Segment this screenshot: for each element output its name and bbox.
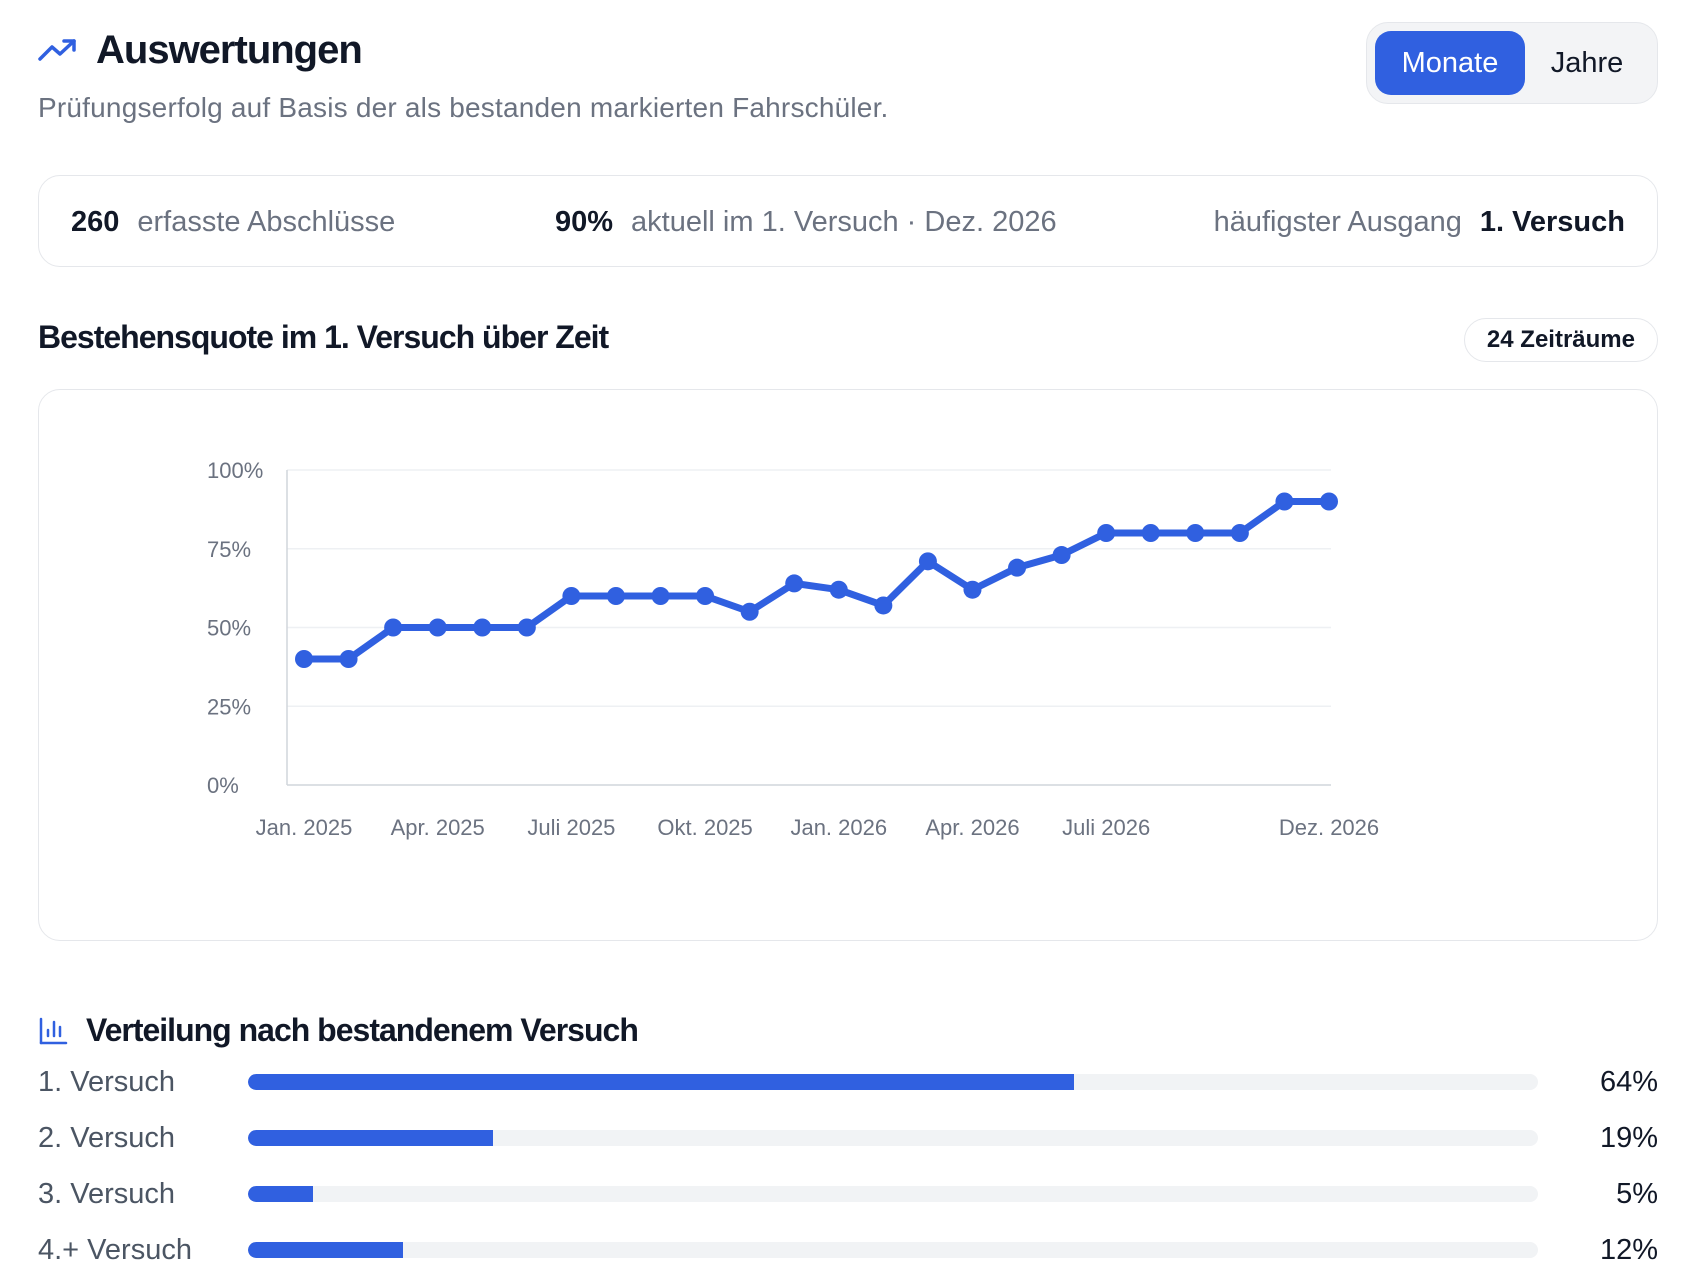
data-point (339, 650, 358, 668)
x-tick-label: Jan. 2026 (790, 815, 887, 840)
header-title-row: Auswertungen (38, 22, 1658, 78)
chart-section-title: Bestehensquote im 1. Versuch über Zeit (38, 319, 609, 355)
distribution-label: 4.+ Versuch (38, 1234, 192, 1266)
y-tick-label: 75% (207, 537, 251, 562)
data-point (829, 580, 848, 599)
x-tick-label: Okt. 2025 (657, 815, 752, 840)
distribution-fill (248, 1242, 403, 1258)
distribution-row-2: 2. Versuch 19% (38, 1118, 1658, 1158)
distribution-row-4: 4.+ Versuch 12% (38, 1230, 1658, 1270)
data-point (295, 650, 313, 668)
distribution-percent: 5% (1616, 1178, 1658, 1210)
distribution-track (248, 1186, 1538, 1202)
y-tick-label: 25% (207, 694, 251, 719)
distribution-track (248, 1074, 1538, 1090)
data-point (963, 580, 982, 599)
data-point (384, 618, 403, 637)
data-point (1320, 492, 1338, 511)
data-point (1275, 492, 1294, 511)
data-point (1097, 524, 1116, 542)
distribution-title: Verteilung nach bestandenem Versuch (86, 1012, 639, 1048)
x-tick-label: Juli 2025 (527, 815, 615, 840)
data-point (562, 587, 581, 605)
distribution-fill (248, 1074, 1074, 1090)
data-point (918, 552, 937, 571)
y-tick-label: 0% (207, 773, 239, 798)
stat-total-label: erfasste Abschlüsse (137, 205, 396, 238)
trending-up-icon (38, 35, 78, 65)
stat-total-value: 260 (71, 205, 120, 238)
data-point (1186, 524, 1205, 542)
bar-chart-icon (38, 1016, 68, 1046)
page-title: Auswertungen (96, 27, 363, 72)
data-point (785, 574, 804, 593)
stat-most-value: 1. Versuch (1479, 205, 1625, 238)
stat-most-common: häufigster Ausgang 1. Versuch (1214, 176, 1625, 268)
data-point (517, 618, 536, 637)
x-tick-label: Apr. 2025 (391, 815, 485, 840)
stat-total: 260 erfasste Abschlüsse (71, 176, 395, 268)
stat-current-label: aktuell im 1. Versuch · Dez. 2026 (631, 205, 1057, 238)
stat-current: 90% aktuell im 1. Versuch · Dez. 2026 (555, 176, 1057, 268)
y-tick-label: 50% (207, 616, 251, 641)
x-tick-label: Apr. 2026 (925, 815, 1019, 840)
header: Auswertungen Prüfungserfolg auf Basis de… (38, 22, 1658, 142)
distribution-header: Verteilung nach bestandenem Versuch (38, 1012, 639, 1049)
line-chart: 0% 25% 50% 75% 100% Jan. 2025 Apr. 2025 Juli 20… (207, 458, 1379, 840)
x-tick-label: Dez. 2026 (1279, 815, 1379, 840)
distribution-fill (248, 1186, 313, 1202)
page-subtitle: Prüfungserfolg auf Basis der als bestand… (38, 92, 889, 123)
periods-badge: 24 Zeiträume (1463, 318, 1658, 362)
toggle-months-button[interactable]: Monate (1375, 31, 1525, 95)
chart-card: 0% 25% 50% 75% 100% Jan. 2025 Apr. 2025 Juli 20… (38, 389, 1658, 941)
distribution-track (248, 1242, 1538, 1258)
distribution-percent: 19% (1599, 1122, 1658, 1154)
data-point (874, 596, 893, 615)
x-tick-label: Juli 2026 (1062, 815, 1150, 840)
distribution-row-3: 3. Versuch 5% (38, 1174, 1658, 1214)
distribution-label: 2. Versuch (38, 1122, 176, 1154)
distribution-percent: 12% (1599, 1234, 1658, 1266)
distribution-fill (248, 1130, 494, 1146)
data-point (606, 587, 625, 605)
data-point (1141, 524, 1160, 542)
series-line (300, 498, 1333, 663)
y-tick-label: 100% (207, 458, 263, 483)
stat-most-label: häufigster Ausgang (1213, 205, 1462, 238)
distribution-track (248, 1130, 1538, 1146)
data-point (473, 618, 492, 637)
analytics-panel: Auswertungen Prüfungserfolg auf Basis de… (38, 22, 1658, 1266)
period-toggle: Monate Jahre (1366, 22, 1658, 104)
data-point (740, 602, 759, 621)
data-point (696, 587, 715, 605)
toggle-years-button[interactable]: Jahre (1550, 46, 1624, 79)
distribution-label: 1. Versuch (38, 1066, 176, 1098)
distribution-percent: 64% (1599, 1066, 1658, 1098)
distribution-label: 3. Versuch (38, 1178, 176, 1210)
data-point (1230, 524, 1249, 542)
data-point (651, 587, 670, 605)
data-point (1052, 546, 1071, 565)
stats-bar: 260 erfasste Abschlüsse 90% aktuell im 1… (38, 175, 1658, 267)
data-point (1008, 558, 1027, 577)
stat-current-value: 90% (555, 205, 614, 238)
distribution-row-1: 1. Versuch 64% (38, 1062, 1658, 1102)
data-point (428, 618, 447, 637)
x-tick-label: Jan. 2025 (256, 815, 353, 840)
